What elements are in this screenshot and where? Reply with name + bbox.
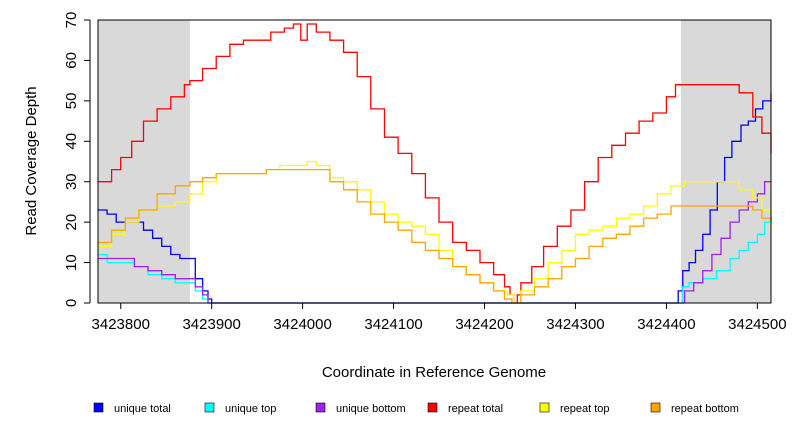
x-tick-label: 3424100 <box>364 316 422 333</box>
legend-label-unique-top: unique top <box>225 403 276 415</box>
shaded-region-2 <box>680 20 771 303</box>
shaded-regions <box>98 20 771 303</box>
legend-label-unique-total: unique total <box>114 403 171 415</box>
y-tick-label: 20 <box>63 214 80 231</box>
y-axis: 0 10 20 30 40 50 60 70 <box>63 12 91 307</box>
x-tick-label: 3423800 <box>92 316 150 333</box>
y-tick-label: 10 <box>63 254 80 271</box>
series-line-unique-total <box>98 92 772 304</box>
legend: unique total unique top unique bottom repea… <box>93 402 739 415</box>
legend-label-repeat-total: repeat total <box>448 403 503 415</box>
plot-frame <box>97 19 772 304</box>
shaded-region-1 <box>98 20 190 303</box>
y-tick-label: 70 <box>63 12 80 29</box>
legend-label-unique-bottom: unique bottom <box>336 403 406 415</box>
series-line-unique-top <box>98 214 772 304</box>
series-line-repeat-total <box>98 23 772 304</box>
legend-swatch-unique-total <box>93 402 104 413</box>
x-tick-label: 3424300 <box>546 316 604 333</box>
x-axis-title: Coordinate in Reference Genome <box>322 364 546 381</box>
legend-label-repeat-bottom: repeat bottom <box>671 403 739 415</box>
series-line-repeat-top <box>98 160 772 304</box>
legend-swatch-unique-top <box>204 402 215 413</box>
legend-label-repeat-top: repeat top <box>560 403 610 415</box>
x-axis: 3423800 3423900 3424000 3424100 3424200 34243… <box>92 303 787 333</box>
x-tick-label: 3423900 <box>182 316 240 333</box>
series-lines <box>98 23 772 304</box>
y-tick-label: 30 <box>63 173 80 190</box>
y-tick-label: 50 <box>63 93 80 110</box>
legend-swatch-unique-bottom <box>315 402 326 413</box>
x-tick-label: 3424500 <box>728 316 786 333</box>
series-line-repeat-bottom <box>98 168 772 304</box>
y-tick-label: 0 <box>63 299 80 307</box>
y-axis-title: Read Coverage Depth <box>23 86 40 235</box>
series-line-unique-bottom <box>98 181 771 304</box>
x-tick-label: 3424400 <box>637 316 695 333</box>
legend-swatch-repeat-top <box>539 402 550 413</box>
legend-swatch-repeat-total <box>427 402 438 413</box>
legend-swatch-repeat-bottom <box>650 402 661 413</box>
x-tick-label: 3424200 <box>455 316 513 333</box>
y-tick-label: 40 <box>63 133 80 150</box>
x-tick-label: 3424000 <box>273 316 331 333</box>
y-tick-label: 60 <box>63 52 80 69</box>
